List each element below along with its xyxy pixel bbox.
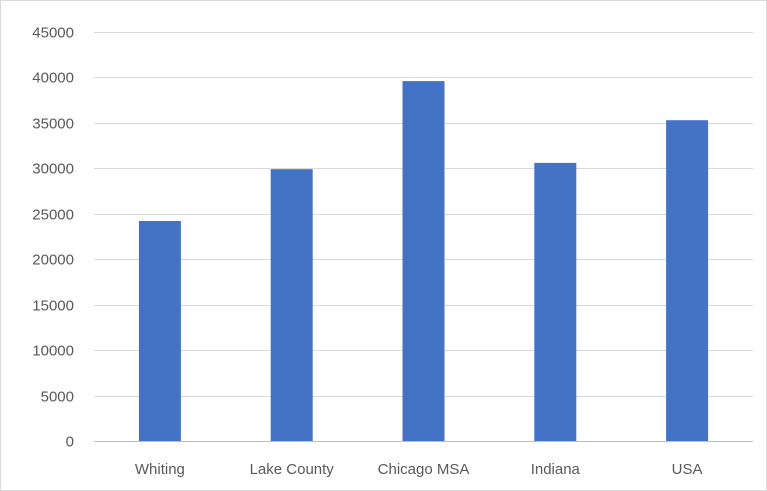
y-tick-label: 40000 [32,70,74,87]
y-tick-label: 20000 [32,252,74,269]
y-tick-label: 30000 [32,161,74,178]
x-tick-label: USA [672,461,703,478]
y-tick-label: 5000 [41,389,74,406]
bar-indiana [534,162,577,441]
bar-lake-county [270,169,313,441]
y-tick-label: 35000 [32,116,74,133]
x-tick-label: Lake County [250,461,335,478]
y-tick-label: 0 [66,434,74,451]
x-tick-label: Whiting [135,461,185,478]
x-tick-label: Indiana [531,461,581,478]
bar-chicago-msa [402,81,445,441]
bars [138,81,709,441]
y-tick-label: 25000 [32,207,74,224]
y-axis-ticks: 0 5000 10000 15000 20000 25000 30000 35000 40000… [32,25,74,451]
x-axis-ticks: Whiting Lake County Chicago MSA Indiana USA [135,461,703,478]
y-tick-label: 10000 [32,343,74,360]
y-tick-label: 45000 [32,25,74,42]
bar-whiting [138,221,181,441]
y-tick-label: 15000 [32,298,74,315]
bar-usa [666,120,709,441]
x-tick-label: Chicago MSA [378,461,470,478]
